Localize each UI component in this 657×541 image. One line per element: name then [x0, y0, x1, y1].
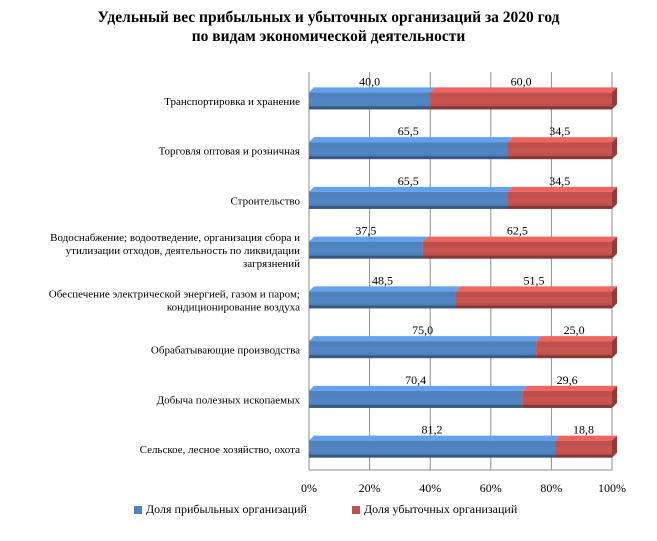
bar-side-face — [612, 435, 617, 458]
bar-shadow — [309, 106, 431, 110]
bar-side-face — [612, 236, 617, 259]
x-tick-label: 60% — [480, 481, 502, 495]
category-label: Добыча полезных ископаемых — [157, 394, 301, 406]
category-label: кондиционирование воздуха — [167, 301, 300, 313]
data-label: 60,0 — [511, 74, 532, 88]
data-label: 25,0 — [564, 323, 585, 337]
legend-swatch-unprofitable — [352, 505, 360, 514]
category-label: утилизации отходов, деятельность по ликв… — [66, 245, 300, 257]
bar-highlight — [309, 98, 431, 104]
category-label: Обеспечение электрической энергией, газо… — [49, 288, 300, 300]
category-label: Обрабатывающие производства — [151, 345, 300, 357]
bar-top-face — [309, 236, 428, 242]
bar-side-face — [612, 336, 617, 359]
bar-top-face — [309, 435, 561, 441]
bar-highlight — [455, 297, 612, 303]
bar-top-face — [507, 186, 617, 192]
bar-highlight — [507, 148, 612, 154]
bar-shadow — [507, 156, 612, 160]
x-tick-label: 80% — [540, 481, 562, 495]
chart-title-line1: Удельный вес прибыльных и убыточных орга… — [97, 9, 560, 26]
bar-highlight — [430, 98, 612, 104]
legend-swatch-profitable — [134, 505, 142, 514]
bar-top-face — [455, 286, 617, 292]
bar-highlight — [422, 247, 612, 253]
category-label: Торговля оптовая и розничная — [159, 146, 300, 158]
category-label: загрязнений — [243, 258, 300, 270]
category-label: Строительство — [230, 195, 300, 207]
bar-shadow — [455, 305, 612, 309]
bar-top-face — [309, 336, 542, 342]
data-label: 65,5 — [398, 124, 419, 138]
bar-shadow — [309, 355, 537, 359]
bar-highlight — [536, 347, 612, 353]
category-label: Водоснабжение; водоотведение, организаци… — [50, 232, 300, 244]
bar-top-face — [522, 385, 617, 391]
bar-shadow — [555, 454, 612, 458]
bar-highlight — [309, 396, 523, 402]
category-label: Сельское, лесное хозяйство, охота — [140, 444, 301, 456]
x-tick-label: 100% — [598, 481, 626, 495]
data-label: 48,5 — [372, 273, 393, 287]
chart-title-line2: по видам экономической деятельности — [191, 28, 466, 45]
bar-shadow — [422, 255, 612, 259]
bar-highlight — [309, 247, 423, 253]
bar-highlight — [309, 347, 537, 353]
bar-side-face — [612, 137, 617, 160]
data-label: 37,5 — [355, 224, 376, 238]
bar-shadow — [430, 106, 612, 110]
data-label: 34,5 — [549, 174, 570, 188]
bar-shadow — [309, 454, 556, 458]
data-label: 75,0 — [412, 323, 433, 337]
data-label: 51,5 — [523, 273, 544, 287]
x-tick-label: 40% — [419, 481, 441, 495]
bar-top-face — [309, 186, 513, 192]
x-tick-label: 20% — [359, 481, 381, 495]
bar-top-face — [309, 385, 528, 391]
data-label: 65,5 — [398, 174, 419, 188]
bar-side-face — [612, 286, 617, 309]
data-label: 40,0 — [359, 74, 380, 88]
data-label: 29,6 — [557, 373, 578, 387]
bar-top-face — [309, 87, 436, 93]
bar-top-face — [422, 236, 617, 242]
bar-shadow — [309, 305, 456, 309]
bar-side-face — [612, 87, 617, 110]
bar-shadow — [522, 404, 612, 408]
bar-shadow — [309, 156, 508, 160]
legend: Доля прибыльных организаций Доля убыточн… — [0, 502, 657, 522]
bar-shadow — [309, 255, 423, 259]
bar-shadow — [536, 355, 612, 359]
bar-top-face — [555, 435, 617, 441]
data-label: 62,5 — [507, 224, 528, 238]
bar-highlight — [309, 446, 556, 452]
bar-highlight — [309, 197, 508, 203]
category-label: Транспортировка и хранение — [164, 96, 300, 108]
bar-top-face — [430, 87, 617, 93]
bar-side-face — [612, 186, 617, 209]
bar-highlight — [309, 148, 508, 154]
bar-top-face — [536, 336, 617, 342]
legend-item-unprofitable: Доля убыточных организаций — [352, 502, 517, 517]
bar-shadow — [309, 205, 508, 209]
bar-shadow — [507, 205, 612, 209]
data-label: 34,5 — [549, 124, 570, 138]
data-label: 18,8 — [573, 423, 594, 437]
bar-shadow — [309, 404, 523, 408]
data-label: 70,4 — [405, 373, 426, 387]
data-label: 81,2 — [422, 423, 443, 437]
bar-highlight — [309, 297, 456, 303]
legend-item-profitable: Доля прибыльных организаций — [134, 502, 307, 517]
bar-highlight — [522, 396, 612, 402]
bar-top-face — [507, 137, 617, 143]
x-tick-label: 0% — [301, 481, 317, 495]
bar-side-face — [612, 385, 617, 408]
bar-highlight — [555, 446, 612, 452]
bar-highlight — [507, 197, 612, 203]
bar-top-face — [309, 137, 513, 143]
bar-top-face — [309, 286, 461, 292]
legend-label-unprofitable: Доля убыточных организаций — [364, 502, 518, 516]
legend-label-profitable: Доля прибыльных организаций — [146, 502, 307, 516]
